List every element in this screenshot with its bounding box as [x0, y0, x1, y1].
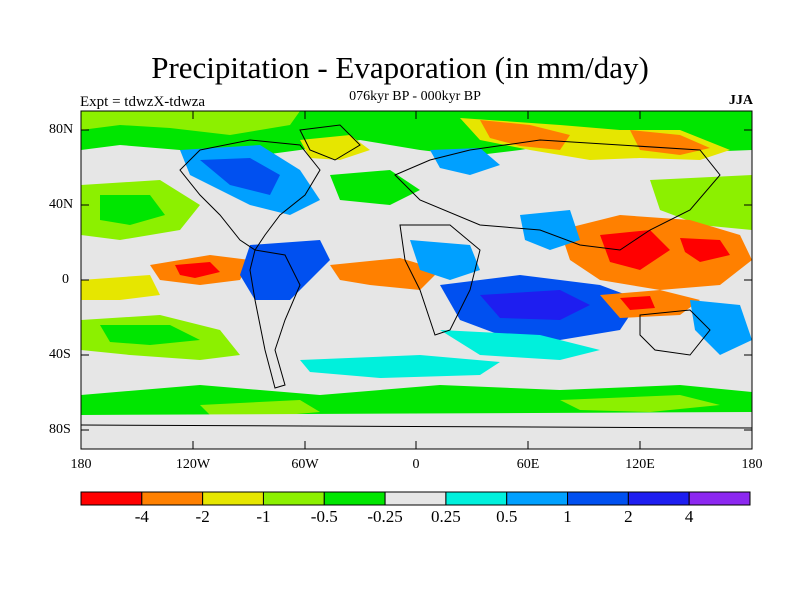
- colorbar-label: 1: [563, 507, 572, 526]
- colorbar-swatch: [688, 491, 751, 506]
- colorbar-label: 4: [684, 507, 694, 526]
- season-label: JJA: [728, 93, 753, 108]
- colorbar-swatch: [80, 491, 143, 506]
- colorbar-swatch: [445, 491, 508, 506]
- colorbar-swatch: [262, 491, 325, 506]
- colorbar-label: -2: [195, 507, 210, 526]
- colorbar-label: 0.25: [431, 507, 461, 526]
- colorbar-swatch: [141, 491, 204, 506]
- colorbar-swatch: [202, 491, 264, 506]
- x-tick-label: 60W: [291, 457, 319, 472]
- y-tick-label: 40N: [49, 197, 74, 212]
- x-tick-label: 180: [741, 457, 763, 472]
- colorbar-label: -1: [256, 507, 271, 526]
- experiment-label: Expt = tdwzX-tdwza: [80, 94, 206, 110]
- colorbar-swatch: [384, 491, 447, 506]
- colorbar-label: -0.25: [367, 507, 403, 526]
- colorbar-label: -4: [134, 507, 149, 526]
- axis-ticks: [81, 111, 752, 449]
- y-tick-label: 80S: [49, 422, 71, 437]
- colorbar-swatch: [323, 491, 386, 506]
- colorbar-label: 0.5: [496, 507, 518, 526]
- x-tick-label: 180: [70, 457, 92, 472]
- colorbar-swatch: [506, 491, 569, 506]
- y-tick-label: 80N: [49, 122, 74, 137]
- y-tick-label: 40S: [49, 347, 71, 362]
- colorbar-swatch: [627, 491, 690, 506]
- x-tick-label: 0: [412, 457, 420, 472]
- x-tick-label: 60E: [516, 457, 540, 472]
- map-subtitle: 076kyr BP - 000kyr BP: [349, 89, 481, 104]
- x-tick-label: 120W: [175, 457, 211, 472]
- anomaly-fields: [81, 111, 752, 449]
- coastlines: [81, 124, 752, 429]
- colorbar-label: 2: [624, 507, 633, 526]
- colorbar-label: -0.5: [310, 507, 338, 526]
- colorbar-swatch: [567, 491, 629, 506]
- map-title: Precipitation - Evaporation (in mm/day): [151, 50, 649, 85]
- x-tick-label: 120E: [625, 457, 655, 472]
- y-tick-label: 0: [62, 272, 69, 287]
